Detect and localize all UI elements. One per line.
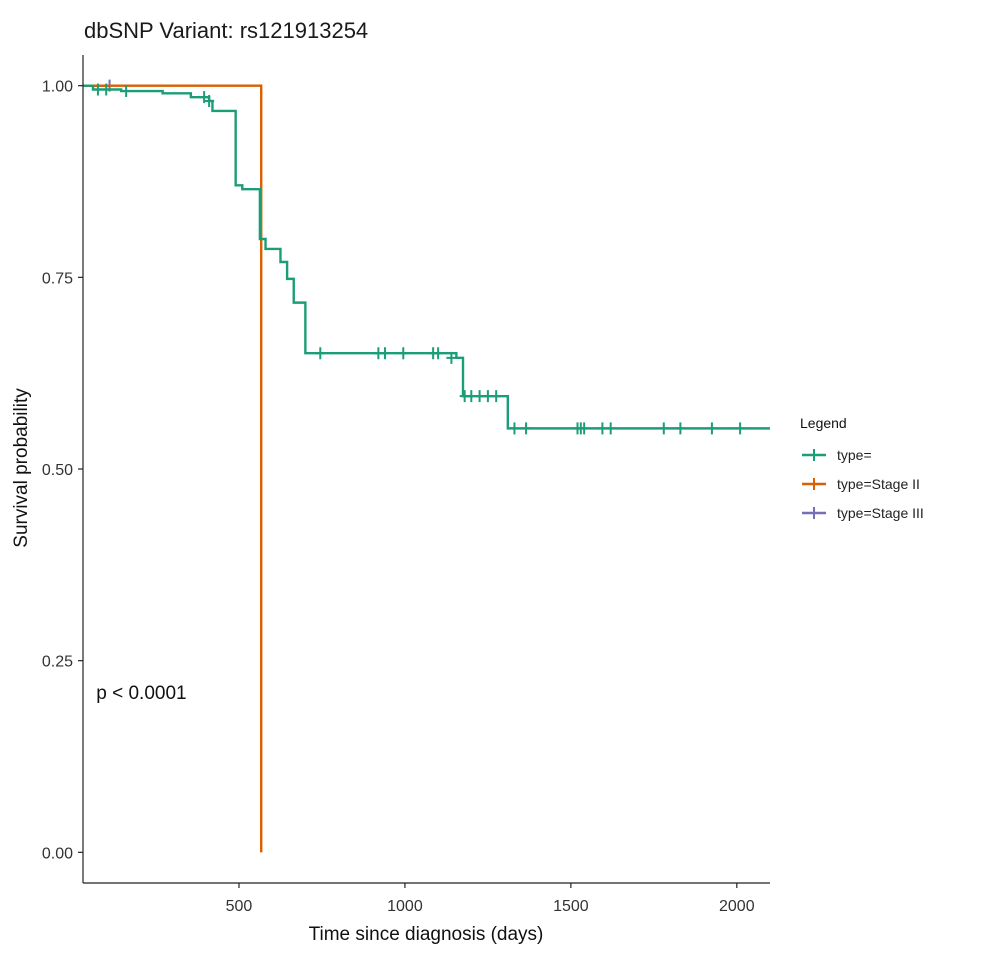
y-tick-label: 0.75 — [42, 270, 73, 287]
x-tick-label: 1000 — [387, 898, 423, 915]
legend-key-censor — [809, 449, 819, 461]
legend: Legend type= type=Stage II type=Stage III — [800, 415, 924, 521]
censor-mark — [204, 95, 215, 107]
plot-area — [83, 79, 770, 853]
censor-mark — [380, 347, 391, 360]
legend-key-censor — [809, 478, 819, 490]
y-tick-label: 0.00 — [42, 845, 73, 862]
y-axis-ticks: 0.00 0.25 0.50 0.75 1.00 — [42, 79, 83, 862]
y-tick-label: 0.25 — [42, 654, 73, 671]
censor-mark — [509, 422, 520, 435]
x-tick-label: 1500 — [553, 898, 589, 915]
censor-mark — [101, 83, 112, 96]
censor-mark — [675, 422, 686, 435]
censor-mark — [579, 422, 590, 435]
x-axis-title: Time since diagnosis (days) — [309, 924, 544, 945]
legend-label: type=Stage II — [837, 476, 920, 492]
censor-mark — [521, 422, 532, 435]
chart-title: dbSNP Variant: rs121913254 — [84, 18, 368, 43]
censor-mark — [398, 347, 409, 360]
censor-mark — [433, 347, 444, 360]
censor-mark — [121, 85, 132, 98]
censor-mark — [315, 347, 326, 360]
x-tick-label: 2000 — [719, 898, 755, 915]
censor-mark — [605, 422, 616, 435]
x-axis-ticks: 500 1000 1500 2000 — [226, 883, 755, 915]
y-tick-label: 1.00 — [42, 79, 73, 96]
censor-mark — [446, 351, 457, 364]
x-tick-label: 500 — [226, 898, 253, 915]
series-line-type-stage-ii — [83, 84, 263, 853]
series-line-type — [83, 84, 770, 430]
censor-mark — [491, 390, 502, 403]
censor-mark — [706, 422, 717, 435]
censor-mark — [735, 422, 746, 435]
p-value-annotation: p < 0.0001 — [96, 683, 186, 704]
legend-label: type= — [837, 447, 872, 463]
y-tick-label: 0.50 — [42, 462, 73, 479]
y-axis-title: Survival probability — [11, 388, 32, 548]
censor-mark — [658, 422, 669, 435]
legend-key-censor — [809, 507, 819, 519]
legend-label: type=Stage III — [837, 505, 924, 521]
legend-title: Legend — [800, 415, 847, 431]
